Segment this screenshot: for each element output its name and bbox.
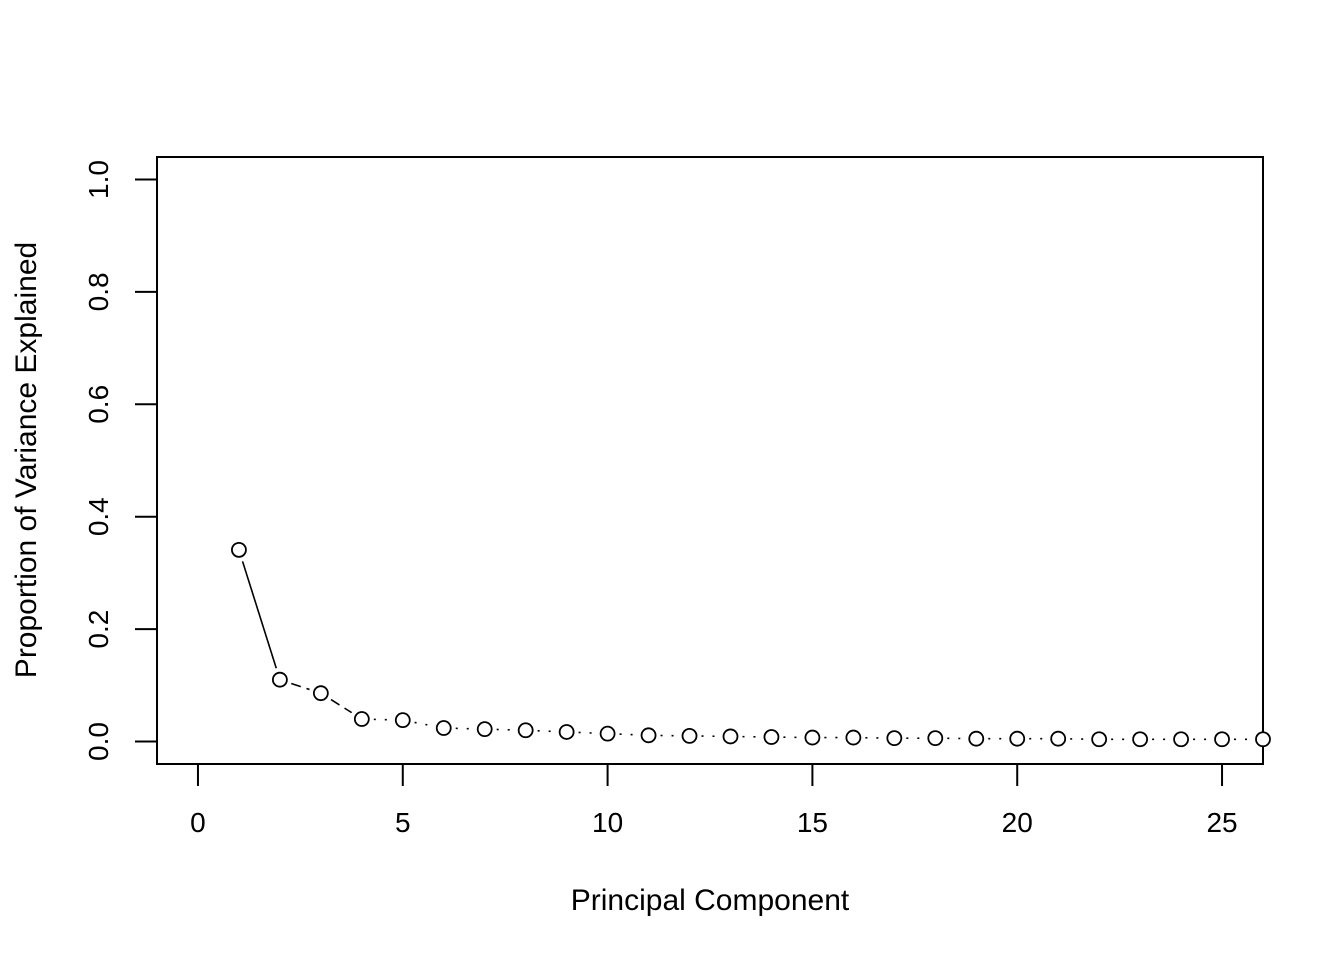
data-point — [1214, 731, 1230, 748]
series-segment — [578, 731, 596, 734]
x-tick-label: 20 — [1002, 807, 1033, 838]
data-point — [640, 727, 657, 744]
y-tick-label: 0.0 — [83, 722, 114, 761]
series-segment — [619, 733, 637, 736]
y-tick-label: 1.0 — [83, 160, 114, 199]
x-axis-title: Principal Component — [571, 884, 850, 917]
y-tick-label: 0.4 — [83, 497, 114, 536]
data-point — [312, 685, 329, 702]
y-tick-label: 0.8 — [83, 272, 114, 311]
data-point — [394, 712, 411, 729]
x-tick-label: 15 — [797, 807, 828, 838]
data-point — [681, 727, 698, 744]
series-segment — [291, 682, 310, 691]
data-point — [231, 541, 247, 558]
data-point — [435, 720, 452, 736]
series-segment — [330, 698, 353, 714]
data-point — [599, 725, 616, 742]
data-point — [845, 729, 862, 746]
y-tick-label: 0.6 — [83, 385, 114, 424]
y-tick-label: 0.2 — [83, 610, 114, 649]
y-axis-title: Proportion of Variance Explained — [10, 242, 43, 678]
data-point — [1050, 730, 1067, 747]
data-point — [476, 721, 493, 738]
data-point — [1173, 731, 1189, 748]
data-point — [517, 722, 534, 739]
x-tick-label: 10 — [592, 807, 623, 838]
y-axis: 0.0 0.2 0.4 0.6 0.8 1.0 — [83, 160, 158, 761]
data-point — [804, 729, 821, 746]
series-segment — [414, 721, 433, 727]
data-point — [353, 711, 370, 727]
plot-frame — [156, 156, 1264, 765]
data-point — [1255, 731, 1271, 748]
data-point — [558, 724, 575, 740]
data-point — [927, 730, 944, 747]
x-tick-label: 5 — [395, 807, 411, 838]
series-segment — [537, 729, 555, 733]
x-tick-label: 25 — [1206, 807, 1237, 838]
data-point — [763, 729, 780, 745]
data-point — [968, 730, 985, 747]
series-segment — [241, 561, 278, 669]
series-lines — [241, 561, 1251, 741]
x-axis: 0 5 10 15 20 25 — [190, 763, 1238, 838]
data-point — [722, 728, 739, 745]
data-point — [1009, 730, 1026, 747]
data-point — [1132, 731, 1149, 748]
series-points — [231, 541, 1271, 748]
x-tick-label: 0 — [190, 807, 206, 838]
data-point — [271, 671, 288, 688]
data-point — [886, 730, 903, 747]
data-point — [1091, 731, 1108, 748]
